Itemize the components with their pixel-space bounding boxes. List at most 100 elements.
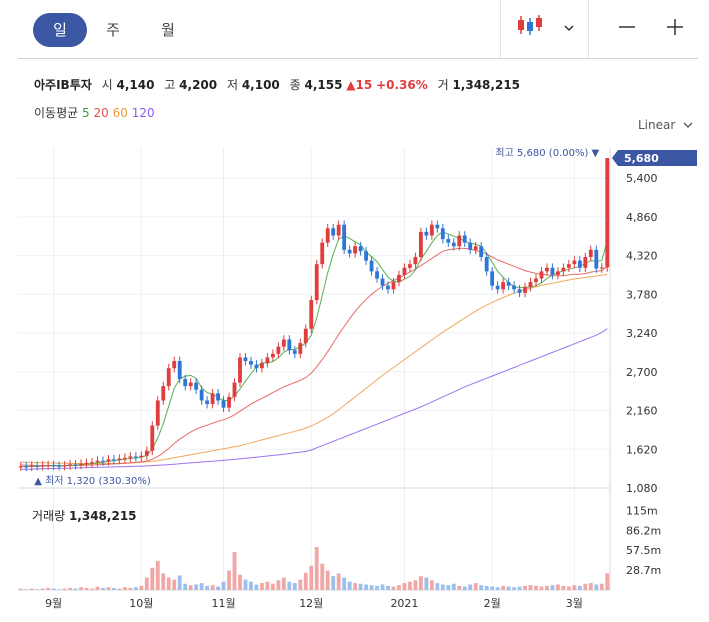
candle-body <box>51 465 56 467</box>
candle-body <box>265 357 270 364</box>
volume-bar <box>260 583 264 590</box>
candle-body <box>566 264 571 268</box>
candle-body <box>413 257 418 265</box>
candle-body <box>583 257 588 268</box>
volume-bar <box>342 577 347 590</box>
volume-bar <box>457 585 462 590</box>
candle-body <box>227 396 231 408</box>
ma-5[interactable]: 5 <box>82 106 90 120</box>
volume-bar <box>364 584 368 590</box>
candle-body <box>68 464 72 466</box>
ma-120[interactable]: 120 <box>131 106 155 120</box>
candlestick-icon[interactable] <box>514 12 546 46</box>
volume-bar <box>413 580 418 590</box>
volume-bar <box>112 587 116 590</box>
candle-body <box>292 350 297 354</box>
candle-body <box>440 228 445 240</box>
candle-body <box>238 357 242 383</box>
volume-bar <box>238 574 242 590</box>
volume-bar <box>298 579 303 590</box>
candle-body <box>84 462 89 464</box>
volume-tick-label: 86.2m <box>626 524 661 537</box>
tab-weekly[interactable]: 주 <box>106 21 120 39</box>
candle-body <box>57 465 62 467</box>
volume-bar <box>391 586 396 590</box>
candle-body <box>40 465 45 467</box>
zoom-out-button[interactable] <box>612 12 642 46</box>
candle-body <box>397 274 401 283</box>
candle-body <box>380 278 385 286</box>
volume-bar <box>523 585 527 590</box>
candle-body <box>216 393 220 401</box>
close-label: 종 <box>289 78 301 92</box>
candle-body <box>402 267 407 275</box>
volume-title-label: 거래량 <box>32 509 66 523</box>
candle-body <box>556 271 560 275</box>
volume-bar <box>506 586 511 590</box>
tab-monthly[interactable]: 월 <box>161 21 175 39</box>
volume-bar <box>144 577 149 590</box>
candle-body <box>588 249 593 257</box>
volume-bar <box>418 576 423 590</box>
volume-bar <box>227 570 231 590</box>
volume-bar <box>594 584 599 590</box>
volume-bar <box>408 581 412 590</box>
candle-body <box>386 285 390 290</box>
candle-body <box>155 400 160 426</box>
volume-bar <box>128 587 133 590</box>
candle-body <box>457 235 462 247</box>
candle-body <box>62 465 67 467</box>
volume-bar <box>29 588 34 590</box>
chevron-down-icon[interactable] <box>558 12 580 46</box>
volume-bar <box>353 583 358 590</box>
x-tick-label: 3월 <box>566 597 583 610</box>
candle-body <box>172 361 177 369</box>
volume-bar <box>281 577 286 590</box>
volume-bar <box>216 586 220 590</box>
candle-body <box>276 346 281 354</box>
candle-body <box>106 459 111 462</box>
candle-body <box>18 466 23 468</box>
volume-bar <box>46 587 51 590</box>
ma-60[interactable]: 60 <box>112 106 128 120</box>
candle-body <box>599 267 604 269</box>
volume-bar <box>556 584 560 590</box>
candle-body <box>112 459 116 461</box>
volume-bar <box>566 586 571 590</box>
candle-body <box>572 260 577 265</box>
candle-body <box>528 282 533 288</box>
volume-bar <box>309 565 314 590</box>
moving-average-ma20 <box>20 247 608 467</box>
volume-bar <box>122 587 127 590</box>
volume-bar <box>172 579 177 590</box>
candle-body <box>199 389 204 401</box>
volume-bar <box>221 581 226 590</box>
candle-body <box>468 242 473 250</box>
candle-body <box>150 425 155 451</box>
x-tick-label: 12월 <box>299 597 323 610</box>
volume-bar <box>577 585 582 590</box>
candle-body <box>183 378 188 387</box>
candle-body <box>254 364 259 369</box>
ma-20[interactable]: 20 <box>93 106 109 120</box>
volume-bar <box>265 581 270 590</box>
volume-bar <box>435 583 440 590</box>
tab-daily[interactable]: 일 <box>33 13 87 47</box>
candle-body <box>523 287 527 293</box>
candle-body <box>232 382 237 397</box>
candle-body <box>221 400 226 408</box>
volume-bar <box>402 583 407 590</box>
candle-body <box>139 455 144 458</box>
moving-average-ma5 <box>20 231 608 468</box>
scale-selector[interactable]: Linear <box>638 118 693 132</box>
current-price-tag <box>612 150 697 166</box>
volume-bar <box>205 585 210 590</box>
y-tick-label: 1,080 <box>626 482 658 495</box>
candle-body <box>144 450 149 456</box>
y-tick-label: 5,400 <box>626 172 658 185</box>
volume-bar <box>550 585 555 590</box>
volume-bar <box>599 583 604 590</box>
zoom-in-button[interactable] <box>660 12 690 46</box>
candle-body <box>462 235 467 243</box>
